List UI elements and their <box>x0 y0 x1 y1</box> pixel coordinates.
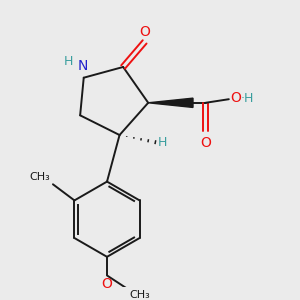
Text: CH₃: CH₃ <box>130 290 150 300</box>
Text: H: H <box>158 136 167 149</box>
Polygon shape <box>148 98 193 107</box>
Text: O: O <box>139 25 150 39</box>
Text: H: H <box>64 55 74 68</box>
Text: CH₃: CH₃ <box>29 172 50 182</box>
Text: ·H: ·H <box>240 92 254 105</box>
Text: O: O <box>230 92 241 106</box>
Text: O: O <box>102 277 112 291</box>
Text: O: O <box>200 136 211 150</box>
Text: N: N <box>78 59 88 74</box>
